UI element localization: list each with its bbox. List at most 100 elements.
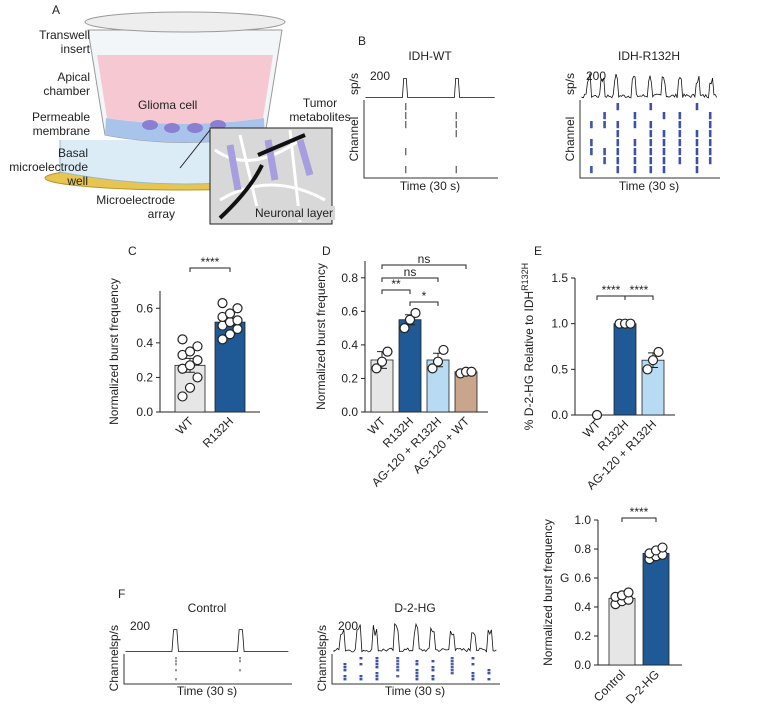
data-point [432, 356, 444, 367]
y-tick-label: 0.2 [574, 629, 591, 643]
significance-bracket [409, 301, 439, 306]
rate-trace [333, 622, 497, 653]
y-tick-label: 0.6 [341, 304, 358, 318]
x-tick-label: R132H [200, 414, 236, 450]
y-tick-label: 0.0 [136, 405, 153, 419]
y-tick-label: 0.5 [551, 362, 568, 376]
label-neuronal: Neuronal layer [255, 206, 335, 220]
data-point [647, 355, 659, 366]
bar [398, 319, 422, 413]
y-tick-label: 0.0 [574, 658, 591, 672]
y-tick-label: 0.6 [574, 571, 591, 585]
significance-bracket [381, 289, 411, 294]
rate-scale: 200 [338, 619, 358, 633]
y-axis-label-sup: R132H [520, 263, 530, 291]
data-point [382, 346, 393, 357]
y-tick-label: 0.6 [136, 301, 153, 315]
significance-label: ns [404, 265, 417, 279]
y-tick-label: 0.8 [574, 542, 591, 556]
panel-letter: E [534, 244, 542, 258]
data-point [184, 382, 196, 393]
channel-label: Channel [315, 647, 329, 692]
y-axis-label: Normalized burst frequency [314, 263, 328, 410]
axis [363, 100, 498, 179]
panel-letter: G [560, 571, 569, 585]
neurites [214, 129, 326, 223]
axis [123, 654, 292, 685]
data-point [653, 346, 664, 358]
data-point [177, 334, 188, 345]
x-tick-label: D-2-HG [623, 667, 662, 706]
label-membrane: Permeable membrane [31, 110, 90, 138]
channel-label: Channel [107, 647, 121, 692]
y-axis-label-text: Normalized burst frequency [541, 519, 555, 666]
y-tick-label: 1.0 [551, 317, 568, 331]
time-label: Time (30 s) [619, 179, 679, 193]
data-point [438, 344, 449, 356]
rate-scale: 200 [370, 69, 390, 83]
data-point [217, 334, 228, 345]
rate-scale: 200 [130, 619, 150, 633]
data-point [192, 355, 203, 366]
data-point [192, 372, 203, 383]
x-tick-label: WT [580, 417, 604, 441]
x-tick-label: WT [365, 414, 389, 438]
data-point [371, 363, 382, 374]
y-axis-label-text: % D-2-HG Relative to IDH [522, 291, 536, 430]
data-point [184, 360, 196, 371]
y-tick-label: 0.8 [341, 271, 358, 285]
y-tick-label: 1.0 [574, 513, 591, 527]
y-tick-label: 0.0 [551, 408, 568, 422]
channel-label: Channel [347, 117, 361, 162]
panel-letter: D [322, 244, 331, 258]
data-point [376, 356, 388, 367]
significance-label: **** [630, 283, 649, 297]
raster-title: D-2-HG [394, 601, 435, 615]
data-point [232, 315, 243, 326]
significance-bracket [381, 264, 467, 269]
y-axis-label: Normalized burst frequency [541, 519, 555, 666]
data-point [217, 298, 228, 309]
y-axis-label-text: Normalized burst frequency [314, 263, 328, 410]
rate-label: sp/s [315, 625, 329, 647]
label-array: Microelectrode array [96, 193, 175, 221]
raster-title: IDH-WT [408, 49, 452, 63]
panel-letter: B [358, 34, 366, 48]
label-apical: Apical chamber [43, 70, 90, 98]
label-transwell: Transwell insert [39, 28, 90, 56]
apical-medium [97, 55, 273, 124]
rate-scale: 200 [586, 69, 606, 83]
inset-guide [179, 129, 211, 169]
axis [331, 654, 500, 685]
data-point [177, 391, 188, 402]
y-tick-label: 0.4 [574, 600, 591, 614]
y-axis-label-text: Normalized burst frequency [107, 278, 121, 425]
bar [613, 323, 637, 416]
data-point [642, 364, 653, 375]
axis [579, 100, 720, 179]
electrodes [218, 133, 306, 220]
significance-bracket [381, 277, 439, 282]
bar [642, 552, 670, 666]
panel-letter: C [128, 244, 137, 258]
y-tick-label: 0.4 [341, 338, 358, 352]
y-tick-label: 0.2 [341, 371, 358, 385]
data-point [224, 329, 236, 340]
rim [84, 11, 286, 33]
significance-bracket [624, 295, 654, 300]
panel-letter: F [118, 587, 125, 601]
data-point [232, 303, 243, 314]
significance-label: **** [201, 255, 220, 269]
rate-trace [365, 78, 495, 98]
data-point [232, 323, 243, 335]
time-label: Time (30 s) [385, 684, 445, 698]
significance-bracket [621, 517, 657, 522]
y-tick-label: 1.5 [551, 271, 568, 285]
significance-bracket [189, 267, 231, 272]
y-tick-label: 0.2 [136, 370, 153, 384]
significance-label: **** [630, 505, 649, 519]
data-point [410, 307, 421, 319]
significance-label: ns [418, 252, 431, 266]
significance-label: **** [602, 283, 621, 297]
data-point [224, 308, 236, 319]
